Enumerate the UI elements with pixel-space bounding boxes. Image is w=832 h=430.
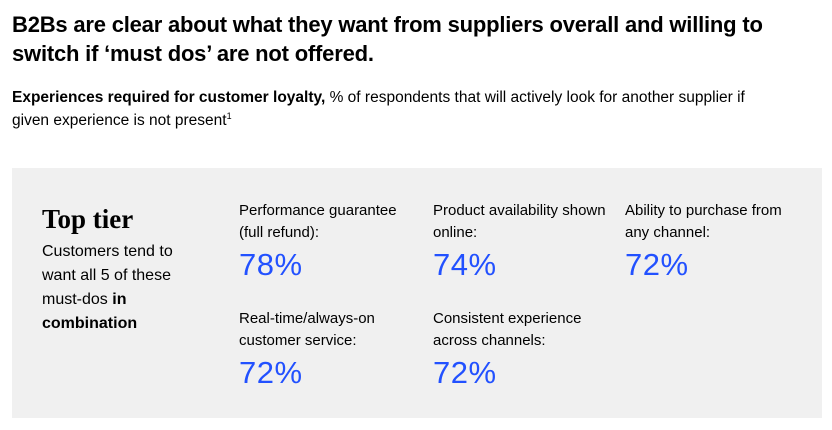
subtitle: Experiences required for customer loyalt… (12, 86, 752, 132)
stat-label: Product availability shown online: (433, 202, 606, 241)
stat-performance-guarantee: Performance guarantee (full refund): 78% (239, 200, 414, 284)
headline: B2Bs are clear about what they want from… (12, 12, 763, 66)
stat-value: 78% (239, 247, 303, 282)
stat-value: 72% (625, 247, 689, 282)
stat-product-availability: Product availability shown online: 74% (433, 200, 608, 284)
subtitle-rest: % of respondents that will actively look… (12, 89, 745, 129)
stat-value: 74% (433, 247, 497, 282)
stat-label: Real-time/always-on customer service: (239, 310, 375, 349)
subtitle-bold: Experiences required for customer loyalt… (12, 89, 326, 106)
stat-label: Performance guarantee (full refund): (239, 202, 397, 241)
tier-description-bold: in combination (42, 291, 138, 332)
stat-realtime-service: Real-time/always-on customer service: 72… (239, 308, 414, 392)
stat-label: Consistent experience across channels: (433, 310, 582, 349)
stat-purchase-any-channel: Ability to purchase from any channel: 72… (625, 200, 800, 284)
stat-consistent-experience: Consistent experience across channels: 7… (433, 308, 608, 392)
stat-value: 72% (433, 355, 497, 390)
tier-title: Top tier (42, 204, 134, 234)
tier-description: Customers tend to want all 5 of these mu… (42, 240, 192, 336)
top-tier-panel: Top tier Customers tend to want all 5 of… (12, 168, 822, 418)
stat-label: Ability to purchase from any channel: (625, 202, 782, 241)
stat-value: 72% (239, 355, 303, 390)
tier-description-text: Customers tend to want all 5 of these mu… (42, 243, 173, 308)
footnote-marker: 1 (226, 110, 232, 121)
